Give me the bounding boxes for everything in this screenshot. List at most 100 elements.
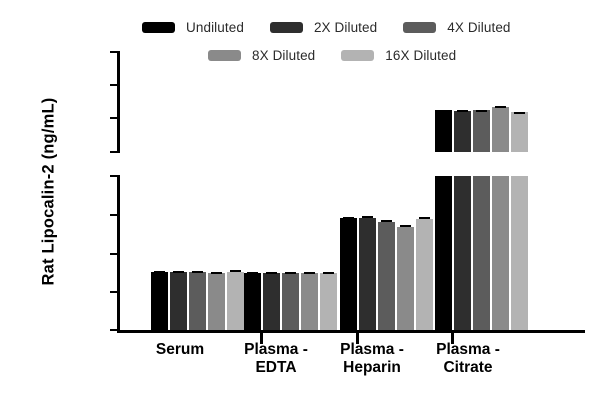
error-bar-cap: [323, 272, 334, 275]
bar: [416, 45, 433, 330]
error-bar-cap: [476, 109, 487, 112]
error-bar-cap: [457, 109, 468, 112]
bar-segment: [227, 271, 244, 330]
bar: [263, 45, 280, 330]
bar-segment-lower: [454, 176, 471, 330]
error-bar-cap: [438, 110, 449, 113]
bar: [397, 45, 414, 330]
bar: [189, 45, 206, 330]
bar-segment: [378, 221, 395, 330]
y-axis-spine-lower: [117, 175, 120, 332]
y-tick-600: [110, 214, 117, 216]
bar-segment-upper: [435, 110, 452, 152]
y-axis-spine-upper: [117, 51, 120, 153]
bar-segment-lower: [511, 176, 528, 330]
bar: [511, 45, 528, 330]
y-tick-200: [110, 291, 117, 293]
bar-segment: [320, 273, 337, 330]
bar-segment-lower: [473, 176, 490, 330]
legend-item-4x-diluted: 4X Diluted: [403, 20, 510, 35]
legend-swatch-8x-diluted: [208, 49, 241, 61]
error-bar-cap: [514, 111, 525, 114]
x-axis-label-group-2: Plasma - EDTA: [244, 341, 308, 377]
bar-segment: [208, 272, 225, 330]
bar-segment-lower: [492, 176, 509, 330]
error-bar-cap: [247, 271, 258, 274]
bar: [244, 45, 261, 330]
error-bar-cap: [419, 217, 430, 220]
bar: [301, 45, 318, 330]
bar: [170, 45, 187, 330]
error-bar-cap: [192, 271, 203, 274]
bar-segment: [416, 219, 433, 330]
y-tick-5000: [110, 84, 117, 86]
error-bar-cap: [230, 270, 241, 273]
bar-segment: [244, 272, 261, 330]
error-bar-cap: [400, 225, 411, 228]
bar-segment-upper: [473, 110, 490, 152]
legend-label-8x-diluted: 8X Diluted: [252, 47, 316, 63]
x-axis-label-group-1: Serum: [155, 341, 205, 358]
error-bar-cap: [495, 106, 506, 109]
legend-swatch-undiluted: [142, 21, 175, 33]
bar-segment-upper: [454, 110, 471, 152]
y-axis-title: Rat Lipocalin-2 (ng/mL): [39, 97, 58, 286]
bar: [320, 45, 337, 330]
legend-row-1: Undiluted 2X Diluted 4X Diluted: [130, 16, 600, 38]
bar: [492, 45, 509, 330]
bar-segment: [170, 272, 187, 330]
bar-segment: [189, 272, 206, 330]
bar-segment-lower: [435, 176, 452, 330]
error-bar-cap: [173, 271, 184, 274]
legend-swatch-16x-diluted: [341, 49, 375, 61]
bar: [282, 45, 299, 330]
bar-segment: [359, 217, 376, 330]
y-tick-400: [110, 253, 117, 255]
error-bar-cap: [285, 272, 296, 275]
y-tick-6000: [110, 51, 117, 53]
legend-label-16x-diluted: 16X Diluted: [385, 47, 457, 63]
legend-swatch-4x-diluted: [403, 21, 437, 33]
legend-item-undiluted: Undiluted: [142, 20, 244, 35]
bar: [208, 45, 225, 330]
y-tick-0: [110, 329, 117, 331]
bar: [454, 45, 471, 330]
legend-item-16x-diluted: 16X Diluted: [341, 48, 456, 63]
bar-segment: [397, 227, 414, 330]
error-bar-cap: [211, 271, 222, 274]
legend-swatch-2x-diluted: [269, 21, 303, 33]
x-axis-line: [117, 330, 585, 333]
legend-label-4x-diluted: 4X Diluted: [447, 19, 511, 35]
error-bar-cap: [343, 217, 354, 220]
error-bar-cap: [362, 216, 373, 219]
chart-legend: Undiluted 2X Diluted 4X Diluted 8X Dilut…: [130, 12, 600, 74]
bar-segment-upper: [511, 112, 528, 152]
error-bar-cap: [154, 271, 165, 274]
bar: [151, 45, 168, 330]
legend-label-undiluted: Undiluted: [186, 19, 244, 35]
y-tick-3000: [110, 151, 117, 153]
bar: [473, 45, 490, 330]
plot-area: 60005000400030008006004002000: [110, 45, 585, 344]
legend-label-2x-diluted: 2X Diluted: [313, 19, 378, 35]
bar: [359, 45, 376, 330]
bar-segment: [282, 273, 299, 330]
error-bar-cap: [266, 272, 277, 275]
bar: [435, 45, 452, 330]
y-tick-800: [110, 175, 117, 177]
bar-segment: [263, 273, 280, 330]
bar-segment: [340, 218, 357, 330]
legend-row-2: 8X Diluted 16X Diluted: [130, 44, 600, 66]
bar-segment: [151, 272, 168, 330]
x-axis-label-group-4: Plasma - Citrate: [436, 341, 500, 377]
bar: [340, 45, 357, 330]
bar-segment: [301, 273, 318, 330]
x-axis-label-group-3: Plasma - Heparin: [340, 341, 404, 377]
y-tick-4000: [110, 117, 117, 119]
bar-segment-upper: [492, 107, 509, 152]
legend-item-2x-diluted: 2X Diluted: [269, 19, 378, 35]
error-bar-cap: [381, 220, 392, 223]
error-bar-cap: [304, 272, 315, 275]
group-separator-1: [260, 333, 263, 344]
